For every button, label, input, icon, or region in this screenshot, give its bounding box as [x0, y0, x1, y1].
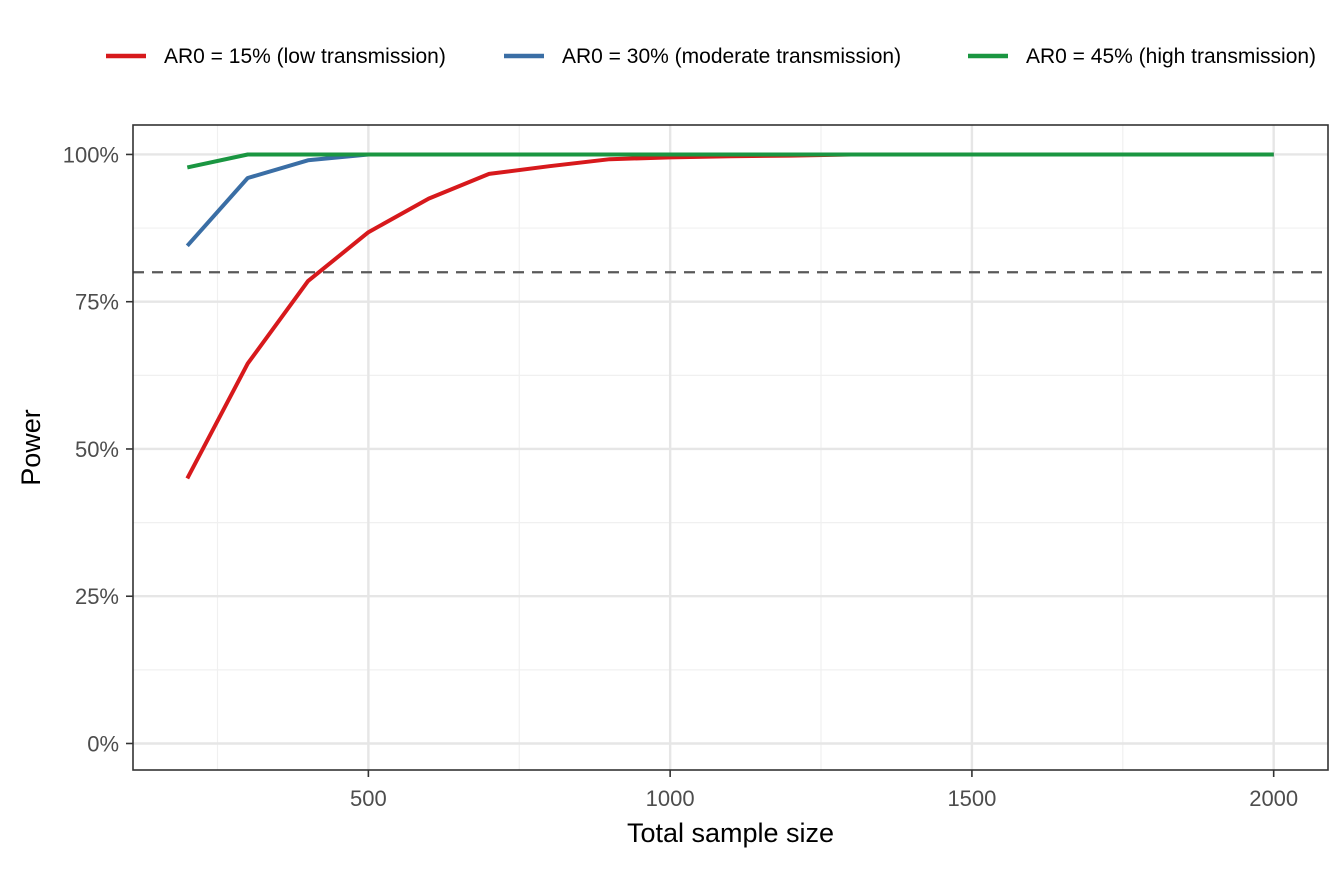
x-tick-label: 500 [350, 786, 387, 811]
series-group [185, 152, 1274, 480]
axes: 500 1000 1500 2000 0% 25% 50% 75% 100% Total samp… [16, 142, 1298, 848]
y-tick-label: 100% [63, 142, 119, 167]
panel-border [132, 124, 1329, 771]
legend-label-3: AR0 = 45% (high transmission) [1026, 45, 1316, 68]
x-tick-label: 1000 [646, 786, 695, 811]
legend-label-2: AR0 = 30% (moderate transmission) [562, 45, 901, 68]
series-line-3 [186, 152, 1274, 170]
x-axis-title: Total sample size [627, 818, 834, 848]
plot-panel [132, 124, 1329, 771]
legend: AR0 = 15% (low transmission) AR0 = 30% (m… [106, 45, 1316, 68]
x-tick-label: 1500 [947, 786, 996, 811]
x-tick-label: 2000 [1249, 786, 1298, 811]
y-tick-label: 25% [75, 584, 119, 609]
y-tick-label: 0% [87, 731, 119, 756]
panel-background [133, 125, 1328, 770]
y-axis-title: Power [16, 409, 46, 486]
legend-label-1: AR0 = 15% (low transmission) [164, 45, 446, 68]
y-tick-label: 50% [75, 437, 119, 462]
y-tick-label: 75% [75, 290, 119, 315]
